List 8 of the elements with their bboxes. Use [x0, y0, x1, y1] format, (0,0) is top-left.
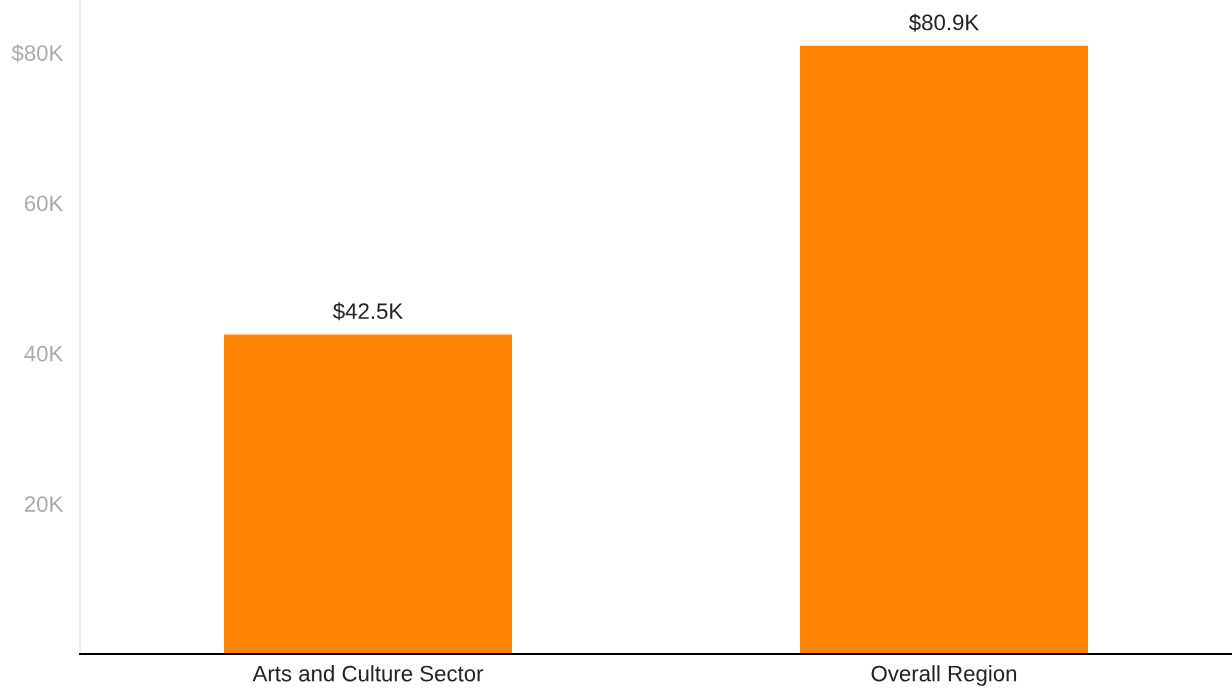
data-label: $80.9K — [909, 13, 979, 32]
y-tick-label: 20K — [24, 496, 64, 512]
y-tick-label: 40K — [24, 345, 64, 362]
y-tick-label: 60K — [24, 195, 64, 212]
x-tick-label: Overall Region — [871, 665, 1017, 686]
data-label: $42.5K — [333, 302, 403, 321]
y-tick-label: $80K — [11, 44, 64, 63]
x-tick-label: Arts and Culture Sector — [252, 665, 484, 682]
